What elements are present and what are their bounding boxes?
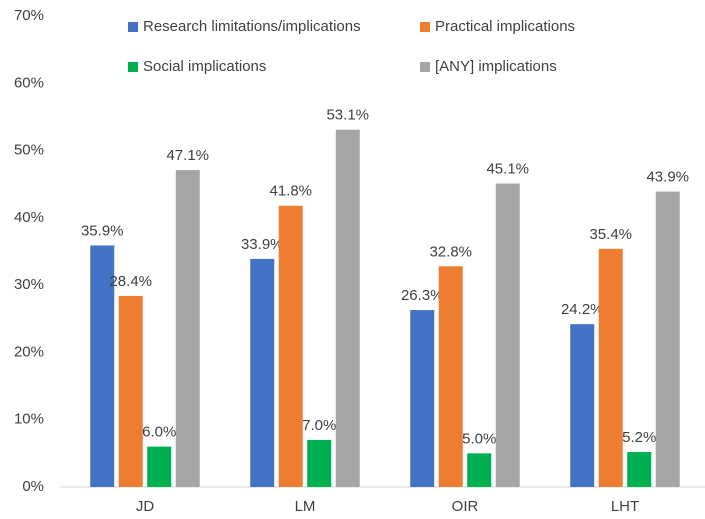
value-label: 35.4%: [589, 226, 632, 243]
value-label: 35.9%: [81, 222, 124, 239]
bar: [278, 205, 303, 487]
bar: [90, 245, 115, 487]
legend-swatch: [128, 62, 138, 72]
bar: [175, 170, 200, 487]
value-label: 28.4%: [109, 273, 152, 290]
value-label: 24.2%: [561, 301, 604, 318]
bar: [410, 310, 435, 487]
bar: [598, 248, 623, 487]
y-tick-label: 30%: [14, 276, 44, 293]
value-label: 41.8%: [269, 183, 312, 200]
value-label: 5.2%: [622, 429, 656, 446]
value-label: 5.0%: [462, 430, 496, 447]
bar: [335, 129, 360, 487]
value-label: 6.0%: [142, 424, 176, 441]
y-tick-label: 60%: [14, 74, 44, 91]
x-tick-label: LHT: [611, 498, 639, 515]
bar: [570, 324, 595, 487]
bar: [627, 452, 652, 487]
legend-swatch: [128, 22, 138, 32]
y-tick-label: 20%: [14, 343, 44, 360]
value-label: 45.1%: [486, 161, 529, 178]
legend-label: [ANY] implications: [435, 58, 557, 75]
bar: [118, 295, 143, 487]
bar: [147, 446, 172, 487]
value-label: 53.1%: [326, 107, 369, 124]
bar: [495, 183, 520, 487]
value-label: 33.9%: [241, 236, 284, 253]
y-tick-label: 10%: [14, 411, 44, 428]
value-label: 47.1%: [166, 147, 209, 164]
value-label: 7.0%: [302, 417, 336, 434]
value-label: 43.9%: [646, 169, 689, 186]
y-tick-label: 70%: [14, 7, 44, 24]
legend-swatch: [420, 22, 430, 32]
x-tick-label: OIR: [452, 498, 479, 515]
bar: [467, 453, 492, 487]
legend-label: Practical implications: [435, 18, 575, 35]
legend-swatch: [420, 62, 430, 72]
y-tick-label: 0%: [22, 478, 44, 495]
bar: [655, 191, 680, 487]
value-label: 32.8%: [429, 243, 472, 260]
bar: [438, 266, 463, 487]
value-label: 26.3%: [401, 287, 444, 304]
x-tick-label: JD: [136, 498, 155, 515]
y-tick-label: 40%: [14, 209, 44, 226]
bar: [250, 258, 275, 487]
x-tick-label: LM: [295, 498, 316, 515]
bar: [307, 439, 332, 487]
legend-label: Social implications: [143, 58, 266, 75]
legend-label: Research limitations/implications: [143, 18, 361, 35]
y-tick-label: 50%: [14, 142, 44, 159]
